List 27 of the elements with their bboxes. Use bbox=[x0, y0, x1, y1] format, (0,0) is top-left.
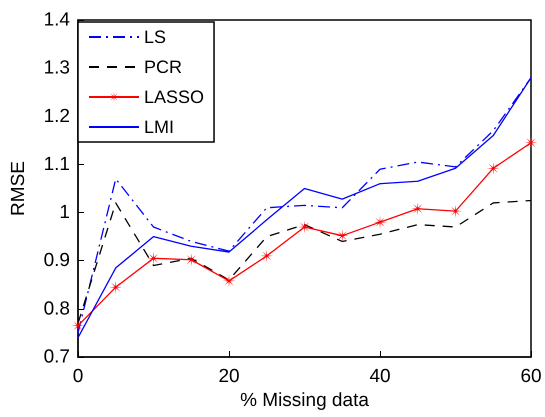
legend-label: LMI bbox=[144, 117, 174, 137]
legend-label: LASSO bbox=[144, 87, 204, 107]
point bbox=[298, 220, 311, 234]
point bbox=[109, 280, 122, 294]
point bbox=[222, 274, 236, 288]
y-tick-label: 1.4 bbox=[44, 10, 70, 30]
point bbox=[184, 253, 198, 266]
x-axis-title: % Missing data bbox=[240, 390, 370, 411]
x-tick-label: 20 bbox=[218, 366, 240, 387]
y-tick-label: 1.3 bbox=[44, 58, 70, 79]
x-tick-label: 0 bbox=[72, 366, 84, 387]
x-tick-label: 40 bbox=[369, 366, 391, 387]
point bbox=[260, 249, 274, 262]
legend-label: PCR bbox=[144, 57, 182, 77]
y-tick-label: 0.9 bbox=[44, 250, 70, 272]
point bbox=[411, 202, 424, 216]
point bbox=[449, 204, 462, 218]
point bbox=[336, 229, 349, 242]
y-tick-label: 1 bbox=[59, 202, 70, 224]
x-tick-label: 60 bbox=[520, 366, 542, 387]
y-tick-label: 0.8 bbox=[44, 298, 70, 320]
legend-label: LS bbox=[144, 27, 166, 47]
y-tick-label: 1.1 bbox=[44, 154, 70, 175]
y-tick-label: 1.2 bbox=[44, 106, 70, 127]
y-axis-title: RMSE bbox=[8, 161, 29, 216]
y-tick-label: 0.7 bbox=[44, 346, 70, 368]
point bbox=[486, 162, 500, 175]
